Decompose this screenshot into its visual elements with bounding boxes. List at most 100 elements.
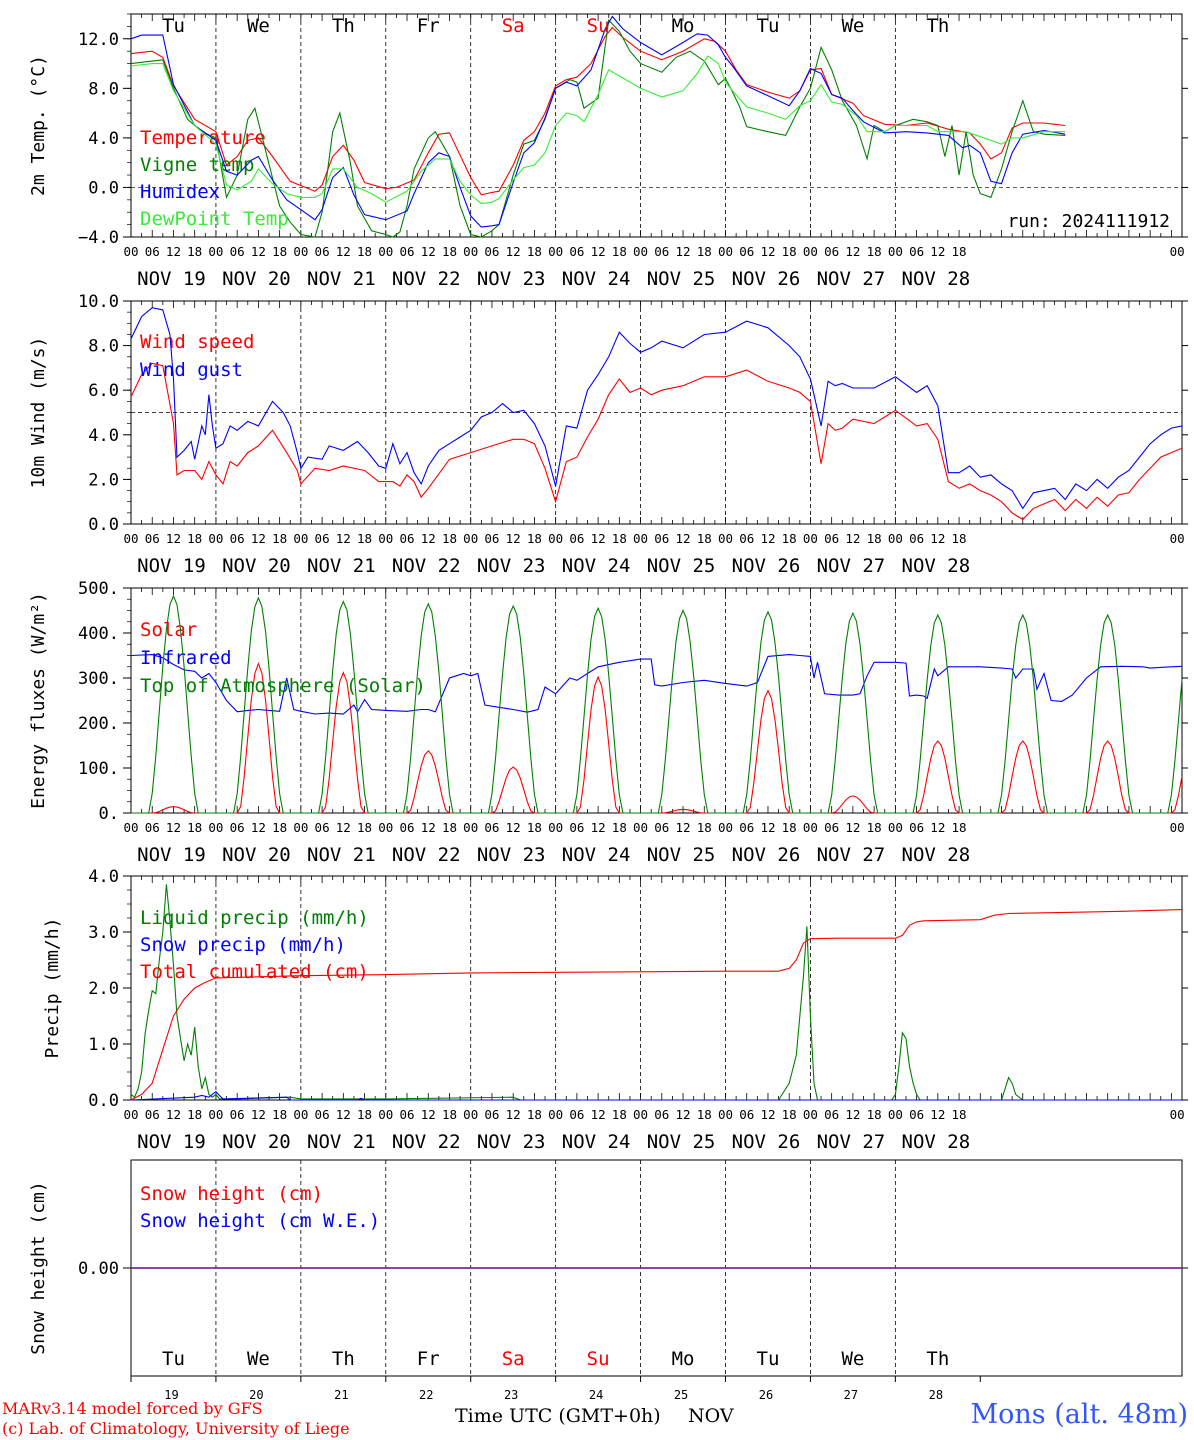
hour-tick-label: 00 [718, 244, 733, 259]
plot-frame [130, 587, 1183, 814]
date-label: NOV 19 [137, 268, 206, 290]
hour-tick-label: 18 [697, 244, 712, 259]
hour-tick-label: 18 [357, 531, 372, 546]
legend-entry: Snow precip (mm/h) [140, 934, 346, 956]
weekday-label: We [247, 1348, 270, 1370]
hour-tick-label: 18 [697, 820, 712, 835]
hour-tick-label: 12 [591, 244, 606, 259]
hour-tick-label: 12 [421, 820, 436, 835]
hour-tick-label: 18 [187, 820, 202, 835]
hour-tick-label: 00 [718, 820, 733, 835]
hour-tick-label: 12 [421, 1107, 436, 1122]
day-number: 27 [844, 1388, 858, 1402]
legend-entry: Vigne temp [140, 154, 254, 176]
y-tick-label: −4.0 [78, 228, 119, 248]
hour-tick-label: 00 [293, 1107, 308, 1122]
hour-tick-label: 12 [166, 820, 181, 835]
day-number: 20 [249, 1388, 263, 1402]
hour-tick-label: 00 [1170, 820, 1185, 835]
y-tick-label: 400. [78, 624, 119, 644]
hour-tick-label: 06 [145, 1107, 160, 1122]
hour-tick-label: 00 [548, 244, 563, 259]
date-label: NOV 19 [137, 555, 206, 577]
hour-tick-label: 06 [569, 531, 584, 546]
hour-tick-label: 18 [782, 244, 797, 259]
hour-tick-label: 18 [442, 820, 457, 835]
y-tick-label: 4.0 [88, 867, 119, 887]
date-label: NOV 20 [222, 1131, 291, 1153]
y-tick-label: 100. [78, 759, 119, 779]
date-label: NOV 19 [137, 1131, 206, 1153]
hour-tick-label: 12 [166, 244, 181, 259]
series-line [130, 18, 1066, 238]
weekday-label: We [247, 15, 270, 37]
hour-tick-label: 06 [315, 244, 330, 259]
hour-tick-label: 06 [484, 820, 499, 835]
y-tick-label: 200. [78, 714, 119, 734]
date-label: NOV 26 [732, 1131, 801, 1153]
lab-credit: (c) Lab. of Climatology, University of L… [2, 1419, 350, 1438]
y-tick-label: 500. [78, 579, 119, 599]
hour-tick-label: 06 [145, 531, 160, 546]
hour-tick-label: 06 [824, 820, 839, 835]
hour-tick-label: 12 [930, 1107, 945, 1122]
y-axis-label: Snow height (cm) [28, 1181, 49, 1354]
series-line [130, 55, 1066, 205]
date-label: NOV 20 [222, 555, 291, 577]
hour-tick-label: 06 [569, 1107, 584, 1122]
hour-tick-label: 06 [909, 820, 924, 835]
hour-tick-label: 06 [399, 244, 414, 259]
weekday-label: Sa [502, 1348, 525, 1370]
legend-entry: Snow height (cm) [140, 1183, 323, 1205]
hour-tick-label: 06 [399, 1107, 414, 1122]
hour-tick-label: 18 [697, 1107, 712, 1122]
y-tick-label: 4.0 [88, 129, 119, 149]
y-tick-label: 0. [99, 804, 119, 824]
date-label: NOV 22 [392, 844, 461, 866]
y-axis-label: Precip (mm/h) [42, 918, 63, 1059]
hour-tick-label: 12 [760, 531, 775, 546]
series-line [130, 26, 1066, 196]
series-line [130, 307, 1183, 510]
hour-tick-label: 12 [760, 820, 775, 835]
hour-tick-label: 00 [293, 820, 308, 835]
hour-tick-label: 00 [633, 820, 648, 835]
hour-tick-label: 06 [484, 531, 499, 546]
y-tick-label: 0.0 [88, 178, 119, 198]
hour-tick-label: 12 [760, 1107, 775, 1122]
y-tick-label: 8.0 [88, 79, 119, 99]
date-label: NOV 23 [477, 844, 546, 866]
hour-tick-label: 12 [166, 1107, 181, 1122]
hour-tick-label: 00 [123, 820, 138, 835]
date-label: NOV 28 [902, 1131, 971, 1153]
hour-tick-label: 00 [378, 820, 393, 835]
hour-tick-label: 00 [123, 1107, 138, 1122]
hour-tick-label: 12 [930, 244, 945, 259]
hour-tick-label: 00 [1170, 1107, 1185, 1122]
y-tick-label: 8.0 [88, 337, 119, 357]
legend-entry: Infrared [140, 647, 232, 669]
weekday-label: Su [587, 15, 610, 37]
hour-tick-label: 06 [654, 820, 669, 835]
weekday-label: Mo [672, 1348, 695, 1370]
hour-tick-label: 00 [548, 1107, 563, 1122]
series-line [130, 362, 1183, 521]
series-line [130, 15, 1066, 228]
hour-tick-label: 06 [315, 820, 330, 835]
legend-entry: Temperature [140, 127, 266, 149]
weekday-label: Fr [417, 15, 440, 37]
legend-entry: Liquid precip (mm/h) [140, 907, 369, 929]
hour-tick-label: 06 [230, 531, 245, 546]
hour-tick-label: 18 [867, 531, 882, 546]
location-title: Mons (alt. 48m) [970, 1399, 1188, 1430]
hour-tick-label: 12 [251, 1107, 266, 1122]
y-tick-label: 12.0 [78, 30, 119, 50]
weekday-label: Tu [757, 15, 780, 37]
hour-tick-label: 00 [888, 1107, 903, 1122]
hour-tick-label: 00 [463, 1107, 478, 1122]
hour-tick-label: 12 [591, 1107, 606, 1122]
hour-tick-label: 06 [909, 531, 924, 546]
date-label: NOV 26 [732, 268, 801, 290]
y-axis-label: 2m Temp. (°C) [28, 55, 49, 196]
date-label: NOV 27 [817, 844, 886, 866]
